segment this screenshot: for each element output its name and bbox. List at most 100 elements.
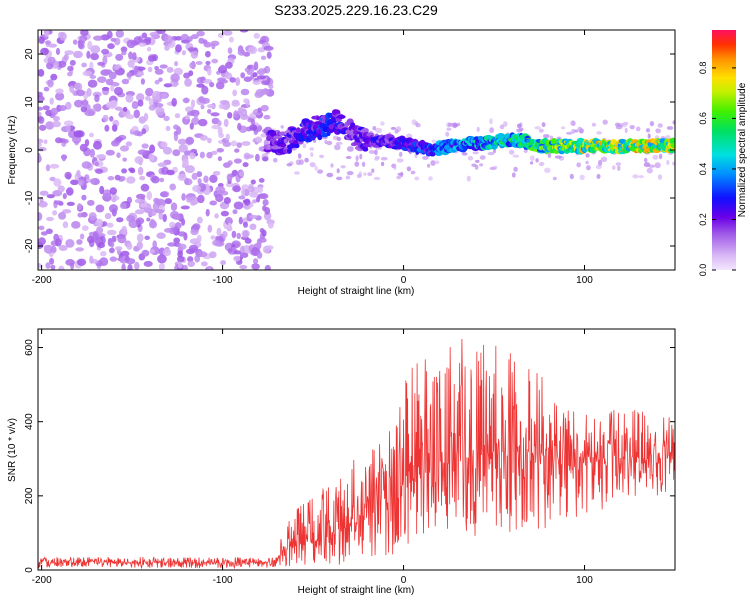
signal-blob [321,133,329,138]
noise-blob [182,158,190,167]
noise-blob [154,103,164,108]
halo-blob [363,172,367,176]
halo-blob [534,126,541,130]
noise-blob [194,254,201,263]
noise-blob [129,168,136,174]
halo-blob [326,140,333,146]
noise-blob [237,107,244,115]
noise-blob [196,83,205,88]
snr-y-ticks: 0 200 400 600 [24,339,675,573]
snr-x-ticks: -200 -100 0 100 [32,329,593,586]
noise-blob [187,47,197,52]
noise-blob [143,112,149,122]
heatmap-y-axis-label: Frequency (Hz) [7,116,18,185]
noise-blob [256,75,266,80]
noise-blob [40,47,49,56]
noise-blob [209,251,217,259]
noise-blob [162,213,167,223]
noise-blob [58,245,68,251]
noise-blob [156,232,166,239]
noise-blob [126,242,133,250]
noise-blob [55,47,61,56]
noise-blob [224,72,233,80]
noise-blob [227,248,233,253]
noise-blob [189,152,196,160]
noise-blob [247,185,255,193]
noise-blob [233,110,239,119]
noise-blob [88,212,97,221]
noise-blob [81,194,87,201]
x-tick-label: -200 [32,575,52,586]
noise-blob [139,175,146,181]
noise-blob [233,255,241,262]
noise-blob [250,179,256,185]
halo-blob [577,126,583,131]
noise-blob [191,117,200,125]
halo-blob [489,118,493,125]
noise-blob [141,32,148,39]
noise-blob [90,177,100,186]
noise-blob [190,201,196,206]
noise-blob [183,72,191,79]
noise-blob [240,113,249,120]
noise-blob [151,176,160,184]
halo-blob [655,128,660,133]
noise-blob [78,179,85,187]
noise-blob [97,76,107,83]
halo-blob [672,161,675,166]
noise-blob [192,223,201,230]
halo-blob [400,171,404,178]
noise-blob [174,61,179,67]
noise-blob [87,199,95,206]
noise-blob [190,228,199,236]
halo-blob [374,155,380,159]
noise-blob [90,45,101,54]
noise-blob [89,61,94,70]
noise-blob [120,250,130,257]
noise-blob [120,46,128,53]
colorbar-gradient [712,30,736,270]
noise-blob [136,93,145,102]
noise-blob [215,185,226,194]
x-tick-label: 0 [401,575,407,586]
noise-blob [197,178,202,185]
noise-blob [222,141,232,147]
noise-blob [239,171,245,177]
halo-blob [579,174,585,181]
noise-blob [184,115,190,120]
noise-blob [133,36,142,45]
halo-blob [516,123,522,129]
halo-blob [467,155,474,161]
noise-blob [227,222,232,231]
noise-blob [201,85,209,95]
y-tick-label: 600 [24,339,35,356]
halo-blob [647,133,651,139]
noise-blob [111,124,118,132]
noise-blob [210,150,218,155]
noise-blob [125,258,136,265]
colorbar-tick-label: 0.6 [698,112,708,125]
halo-blob [302,143,307,149]
noise-blob [61,154,66,162]
noise-blob [151,90,162,100]
noise-blob [77,203,82,211]
noise-blob [145,95,151,101]
noise-blob [259,89,270,95]
noise-blob [178,144,188,153]
noise-blob [44,30,50,37]
noise-blob [169,221,176,228]
halo-blob [509,149,515,155]
noise-blob [243,98,249,104]
noise-blob [170,202,178,211]
halo-blob [585,160,589,165]
noise-blob [146,191,153,201]
snr-x-axis-label: Height of straight line (km) [298,585,415,596]
noise-blob [267,221,274,229]
noise-blob [109,204,118,213]
noise-blob [38,124,47,131]
halo-blob [632,174,639,179]
noise-blob [71,221,81,229]
noise-blob [238,216,243,225]
noise-blob [226,173,233,182]
noise-blob [197,216,203,224]
